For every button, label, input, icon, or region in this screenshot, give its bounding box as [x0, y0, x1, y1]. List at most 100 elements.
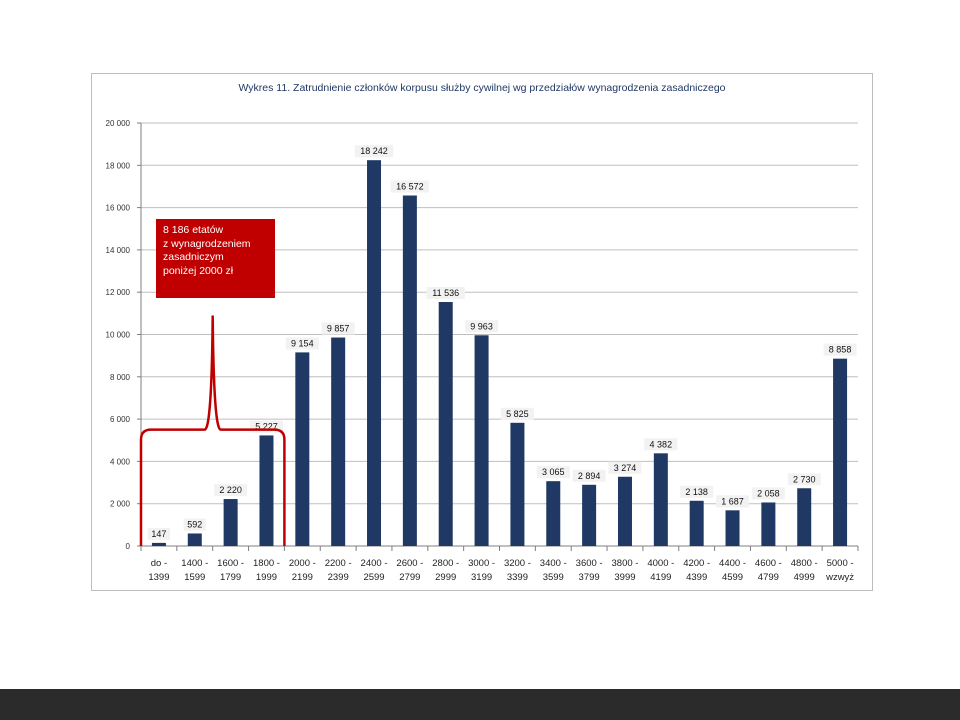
x-tick-label: 3800 - — [612, 558, 639, 569]
y-tick-label: 14 000 — [106, 246, 131, 255]
x-tick-label: 3599 — [543, 572, 564, 583]
data-label-bg — [183, 518, 206, 531]
x-tick-label: 4999 — [794, 572, 815, 583]
data-label-bg — [354, 145, 394, 158]
data-label: 2 220 — [219, 485, 242, 495]
annotation-line: z wynagrodzeniem — [163, 237, 251, 250]
x-tick-label: 2999 — [435, 572, 456, 583]
data-label-bg — [751, 487, 785, 500]
x-tick-label: 2600 - — [396, 558, 423, 569]
y-tick-label: 4 000 — [110, 457, 131, 466]
bar — [510, 422, 525, 546]
x-tick-label: 2000 - — [289, 558, 316, 569]
data-label-bg — [390, 180, 430, 193]
bar — [151, 542, 166, 546]
x-tick-label: 4200 - — [683, 558, 710, 569]
bar — [367, 160, 382, 546]
x-tick-label: 3000 - — [468, 558, 495, 569]
data-label-bg — [321, 322, 355, 335]
bar — [833, 358, 848, 546]
x-tick-label: 4800 - — [791, 558, 818, 569]
data-label-bg — [147, 527, 171, 540]
x-tick-label: 2200 - — [325, 558, 352, 569]
x-tick-label: 1399 — [148, 572, 169, 583]
x-tick-label: 1800 - — [253, 558, 280, 569]
x-tick-label: 1400 - — [181, 558, 208, 569]
data-label-bg — [680, 485, 714, 498]
x-tick-label: 2400 - — [361, 558, 388, 569]
x-tick-label: 3799 — [579, 572, 600, 583]
bar — [582, 484, 597, 546]
x-tick-label: 3199 — [471, 572, 492, 583]
y-tick-label: 20 000 — [106, 119, 131, 128]
data-label: 2 894 — [578, 471, 601, 481]
x-tick-label: wzwyż — [825, 572, 854, 583]
y-tick-label: 0 — [126, 542, 131, 551]
x-tick-label: 4400 - — [719, 558, 746, 569]
bar — [438, 302, 453, 546]
bar — [331, 337, 346, 546]
data-label: 147 — [151, 529, 166, 539]
x-tick-label: 1799 — [220, 572, 241, 583]
chart-title: Wykres 11. Zatrudnienie członków korpusu… — [238, 82, 726, 94]
bar — [725, 510, 740, 546]
x-tick-label: do - — [151, 558, 167, 569]
data-label-bg — [536, 466, 570, 479]
x-tick-label: 4600 - — [755, 558, 782, 569]
data-label: 2 058 — [757, 488, 780, 498]
annotation-box: 8 186 etatów z wynagrodzeniem zasadniczy… — [156, 219, 275, 298]
y-tick-label: 10 000 — [106, 331, 131, 340]
x-tick-label: 4599 — [722, 572, 743, 583]
data-label: 9 154 — [291, 338, 314, 348]
data-label-bg — [285, 337, 319, 350]
data-label-bg — [608, 461, 642, 474]
x-tick-label: 2199 — [292, 572, 313, 583]
bar — [797, 488, 812, 546]
data-label-bg — [716, 495, 750, 508]
y-tick-label: 12 000 — [106, 288, 131, 297]
label-layer: 147 do - 1399 592 1400 - 1599 2 220 1600 - 1799 5… — [147, 145, 857, 583]
slide-bottom-bar — [0, 689, 960, 720]
data-label: 2 730 — [793, 474, 816, 484]
x-tick-label: 2599 — [363, 572, 384, 583]
annotation-line: zasadniczym — [163, 251, 224, 263]
data-label-bg — [644, 438, 678, 451]
bar — [546, 481, 561, 546]
x-tick-label: 1600 - — [217, 558, 244, 569]
bar — [617, 476, 632, 546]
data-label: 5 825 — [506, 409, 529, 419]
x-tick-label: 3200 - — [504, 558, 531, 569]
data-label-bg — [465, 320, 499, 333]
x-tick-label: 2399 — [328, 572, 349, 583]
x-tick-label: 3399 — [507, 572, 528, 583]
annotation-brace — [139, 315, 286, 546]
bar-layer — [151, 160, 848, 546]
data-label-bg — [787, 473, 821, 486]
bar — [402, 195, 417, 546]
x-tick-label: 3600 - — [576, 558, 603, 569]
bar — [259, 435, 274, 546]
data-label: 3 274 — [614, 463, 637, 473]
data-label: 8 858 — [829, 345, 852, 355]
data-label: 11 536 — [432, 288, 459, 298]
bar — [223, 499, 238, 546]
data-label-bg — [823, 343, 857, 356]
bar — [689, 500, 704, 546]
x-tick-label: 2800 - — [432, 558, 459, 569]
x-tick-label: 4799 — [758, 572, 779, 583]
x-tick-label: 1599 — [184, 572, 205, 583]
data-label: 16 572 — [396, 182, 424, 192]
bar — [761, 502, 776, 546]
brace-layer — [139, 315, 286, 546]
y-tick-label: 2 000 — [110, 500, 131, 509]
x-tick-label: 4000 - — [647, 558, 674, 569]
x-tick-label: 3999 — [614, 572, 635, 583]
x-tick-label: 4199 — [650, 572, 671, 583]
data-label: 1 687 — [721, 496, 744, 506]
data-label-bg — [426, 287, 465, 300]
data-label: 5 227 — [255, 421, 278, 431]
data-label: 592 — [187, 519, 202, 529]
annotation-line: 8 186 etatów — [163, 224, 224, 236]
data-label-bg — [572, 469, 606, 482]
annotation-line: poniżej 2000 zł — [163, 264, 234, 277]
